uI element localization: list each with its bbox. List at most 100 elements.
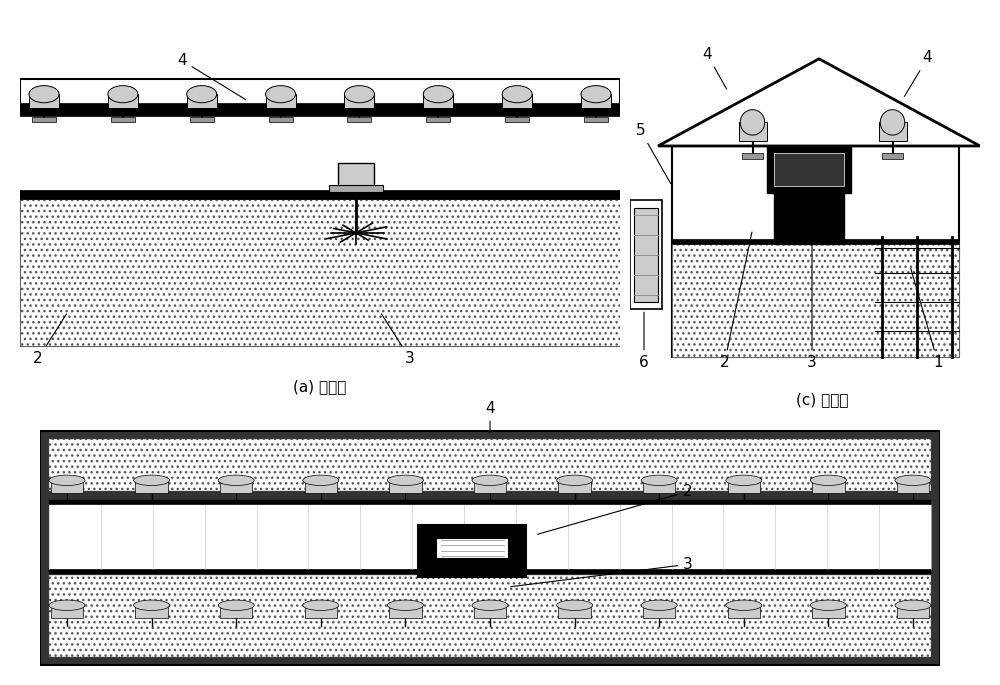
Circle shape — [218, 475, 254, 486]
Bar — [266, 95, 296, 108]
Text: (c) 左视图: (c) 左视图 — [796, 393, 849, 408]
Circle shape — [423, 86, 453, 103]
Circle shape — [641, 475, 677, 486]
Bar — [728, 480, 760, 493]
Bar — [220, 606, 252, 619]
Circle shape — [187, 86, 217, 103]
Circle shape — [740, 110, 765, 135]
Text: 4: 4 — [702, 47, 727, 89]
Bar — [20, 79, 620, 346]
Text: 2: 2 — [33, 314, 67, 366]
Bar — [742, 153, 763, 159]
Circle shape — [581, 86, 611, 103]
Text: 4: 4 — [177, 53, 246, 99]
Bar — [49, 575, 931, 658]
Circle shape — [218, 600, 254, 610]
Bar — [135, 480, 168, 493]
Bar — [584, 118, 608, 122]
Bar — [502, 95, 532, 108]
Circle shape — [49, 600, 85, 610]
Text: 2: 2 — [720, 232, 752, 371]
Bar — [418, 525, 526, 577]
Circle shape — [387, 600, 423, 610]
Bar — [474, 480, 506, 493]
Circle shape — [810, 475, 846, 486]
Circle shape — [303, 600, 339, 610]
Polygon shape — [658, 59, 980, 146]
Text: 2: 2 — [538, 484, 693, 534]
Circle shape — [134, 475, 170, 486]
Bar — [879, 123, 906, 140]
Bar — [558, 480, 591, 493]
Bar — [389, 480, 422, 493]
Circle shape — [49, 475, 85, 486]
Text: 3: 3 — [511, 557, 693, 586]
Bar — [49, 500, 931, 503]
Circle shape — [895, 475, 931, 486]
Bar — [20, 116, 620, 190]
Bar — [505, 118, 529, 122]
Circle shape — [810, 600, 846, 610]
Circle shape — [472, 475, 508, 486]
Bar — [738, 123, 767, 140]
Circle shape — [557, 600, 593, 610]
Bar — [897, 480, 929, 493]
Bar — [474, 606, 506, 619]
Bar — [581, 95, 611, 108]
Circle shape — [29, 86, 59, 103]
Bar — [774, 190, 844, 244]
Bar — [812, 480, 845, 493]
Circle shape — [502, 86, 532, 103]
Bar — [20, 199, 620, 346]
Bar — [347, 118, 371, 122]
Circle shape — [557, 475, 593, 486]
Bar — [187, 95, 217, 108]
Bar — [111, 118, 135, 122]
Bar — [220, 480, 252, 493]
Text: 3: 3 — [381, 314, 415, 366]
Bar — [20, 190, 620, 199]
Bar — [51, 480, 83, 493]
Bar — [643, 606, 675, 619]
Bar — [426, 118, 450, 122]
Bar — [767, 146, 850, 193]
Text: 3: 3 — [807, 232, 817, 371]
Bar — [672, 238, 959, 244]
Bar — [630, 201, 662, 310]
Bar — [20, 103, 620, 116]
Text: 5: 5 — [636, 123, 671, 184]
Circle shape — [134, 600, 170, 610]
Circle shape — [108, 86, 138, 103]
Bar — [634, 208, 658, 302]
Bar — [190, 118, 214, 122]
Bar — [51, 606, 83, 619]
Circle shape — [895, 600, 931, 610]
Bar — [49, 570, 931, 574]
Text: 4: 4 — [904, 51, 932, 97]
Bar — [32, 118, 56, 122]
Circle shape — [726, 600, 762, 610]
Bar — [436, 538, 508, 558]
Bar — [49, 438, 931, 490]
Bar — [423, 95, 453, 108]
Bar — [344, 95, 374, 108]
Circle shape — [472, 600, 508, 610]
Bar — [897, 606, 929, 619]
Text: (a) 主视图: (a) 主视图 — [293, 379, 347, 395]
Bar — [389, 606, 422, 619]
Circle shape — [266, 86, 296, 103]
Bar — [135, 606, 168, 619]
Circle shape — [303, 475, 339, 486]
Bar — [338, 163, 374, 190]
Text: 6: 6 — [639, 312, 649, 371]
Bar — [305, 606, 337, 619]
Circle shape — [880, 110, 905, 135]
Bar — [672, 240, 959, 357]
Bar — [49, 505, 931, 569]
Bar — [29, 95, 59, 108]
Text: 1: 1 — [911, 269, 943, 371]
Bar — [305, 480, 337, 493]
Circle shape — [726, 475, 762, 486]
Bar — [108, 95, 138, 108]
Circle shape — [641, 600, 677, 610]
